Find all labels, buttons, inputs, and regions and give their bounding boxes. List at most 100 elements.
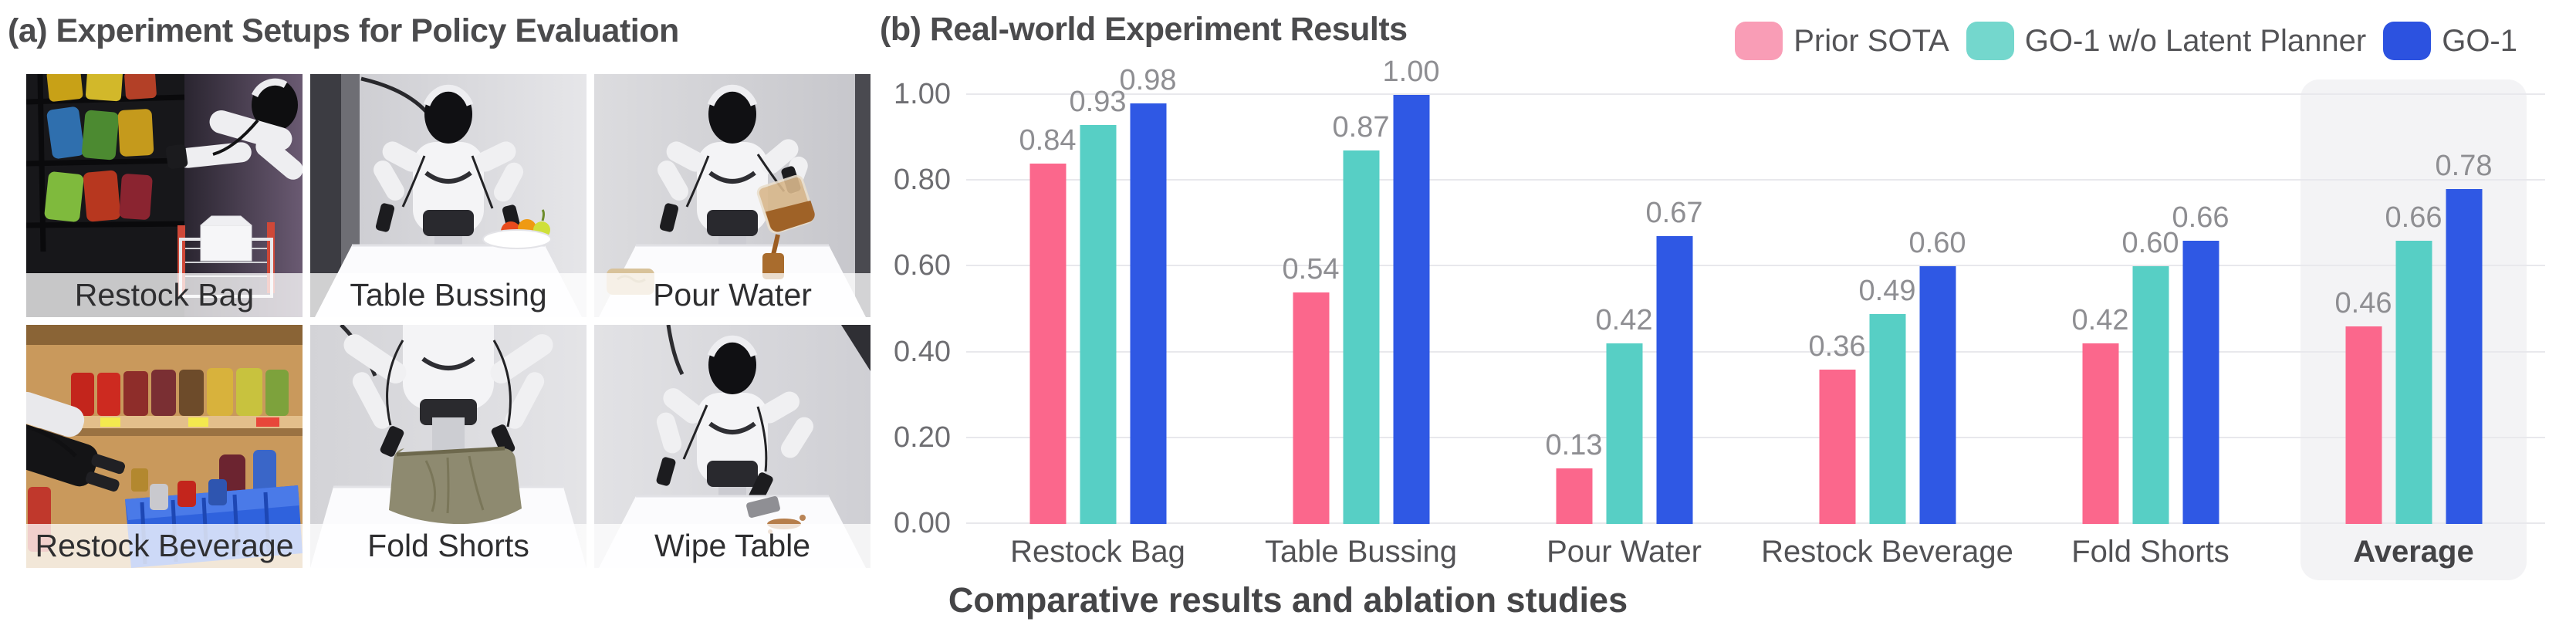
bar-value-label: 0.46 bbox=[2334, 287, 2392, 320]
eraser-block bbox=[746, 496, 780, 518]
photo-label: Pour Water bbox=[653, 277, 812, 313]
robot-gripper bbox=[26, 424, 126, 492]
bar-value-label: 0.60 bbox=[1908, 227, 1966, 260]
bar-group-fold-shorts: 0.42 0.60 0.66 Fold Shorts bbox=[2019, 95, 2282, 569]
photo-label-band: Pour Water bbox=[594, 273, 870, 317]
x-axis-label-fold-shorts: Fold Shorts bbox=[2071, 535, 2229, 569]
bar-prior-sota-fold-shorts bbox=[2082, 343, 2118, 524]
y-axis-tick: 0.80 bbox=[894, 164, 951, 197]
bar-slot: 0.98 bbox=[1120, 64, 1176, 524]
humanoid-robot bbox=[343, 325, 553, 464]
legend-swatch-blue bbox=[2383, 22, 2432, 60]
bar-value-label: 0.42 bbox=[1595, 304, 1653, 337]
bar-slot: 0.49 bbox=[1859, 95, 1915, 524]
photo-wipe-table: Wipe Table bbox=[594, 325, 870, 568]
gridline bbox=[966, 522, 2545, 524]
bar-prior-sota-average bbox=[2345, 326, 2382, 524]
bar-cluster: 0.36 0.49 0.60 bbox=[1809, 95, 1966, 524]
bar-group-pour-water: 0.13 0.42 0.67 Pour Water bbox=[1493, 95, 1756, 569]
panel-b-title: (b) Real-world Experiment Results bbox=[880, 11, 1408, 48]
y-axis-tick: 0.60 bbox=[894, 249, 951, 282]
legend-label: GO-1 bbox=[2442, 23, 2517, 58]
bar-slot: 0.54 bbox=[1283, 95, 1339, 524]
x-axis-label-average: Average bbox=[2353, 535, 2474, 569]
bar-slot: 0.67 bbox=[1646, 95, 1702, 524]
bar-slot: 0.60 bbox=[2122, 95, 2179, 524]
bar-slot: 0.60 bbox=[1909, 95, 1966, 524]
legend-label: Prior SOTA bbox=[1793, 23, 1949, 58]
y-axis: 0.00 0.20 0.40 0.60 0.80 1.00 bbox=[818, 78, 957, 539]
bar-go-1-pour-water bbox=[1656, 236, 1692, 524]
bar-go-1-w-o-latent-planner-average bbox=[2395, 241, 2432, 524]
bar-go-1-fold-shorts bbox=[2182, 241, 2219, 524]
gridline bbox=[966, 265, 2545, 267]
shelf-board bbox=[26, 416, 303, 428]
bar-value-label: 0.93 bbox=[1069, 85, 1127, 118]
tea-jug bbox=[756, 174, 815, 234]
bar-slot: 0.42 bbox=[2072, 95, 2128, 524]
bar-value-label: 0.36 bbox=[1808, 329, 1866, 363]
bar-slot: 0.93 bbox=[1070, 86, 1126, 524]
bar-go-1-restock-bag bbox=[1130, 103, 1166, 524]
figure-caption: Comparative results and ablation studies bbox=[948, 580, 1628, 620]
bar-slot: 0.66 bbox=[2385, 95, 2442, 524]
bar-value-label: 0.84 bbox=[1019, 123, 1077, 157]
legend-item-go1: GO-1 bbox=[2383, 22, 2517, 60]
bar-slot: 0.84 bbox=[1019, 95, 1076, 524]
bar-group-table-bussing: 0.54 0.87 1.00 Table Bussing bbox=[1229, 56, 1493, 569]
bar-value-label: 0.13 bbox=[1545, 428, 1603, 461]
robot-arm bbox=[165, 78, 303, 180]
photo-label: Wipe Table bbox=[654, 528, 811, 563]
bar-go-1-table-bussing bbox=[1393, 95, 1429, 524]
bar-cluster: 0.54 0.87 1.00 bbox=[1283, 56, 1439, 524]
bar-go-1-w-o-latent-planner-fold-shorts bbox=[2132, 266, 2169, 524]
legend-item-prior-sota: Prior SOTA bbox=[1735, 22, 1949, 60]
photo-pour-water: Pour Water bbox=[594, 74, 870, 317]
snack-bags bbox=[44, 74, 157, 222]
bar-slot: 0.42 bbox=[1596, 95, 1652, 524]
bar-go-1-w-o-latent-planner-restock-beverage bbox=[1869, 313, 1905, 524]
price-tags bbox=[100, 417, 208, 427]
bar-slot: 0.66 bbox=[2172, 95, 2229, 524]
bar-value-label: 0.49 bbox=[1858, 274, 1916, 307]
scene-restock-bag-illustration bbox=[26, 74, 303, 317]
bar-go-1-restock-beverage bbox=[1919, 266, 1956, 524]
gridline bbox=[966, 93, 2545, 95]
legend-swatch-teal bbox=[1966, 22, 2014, 60]
y-axis-tick: 0.40 bbox=[894, 335, 951, 368]
photo-label-band: Restock Bag bbox=[26, 273, 303, 317]
photo-label-band: Table Bussing bbox=[310, 273, 587, 317]
bar-value-label: 0.87 bbox=[1332, 111, 1390, 144]
photo-label-band: Restock Beverage bbox=[26, 524, 303, 568]
shorts bbox=[389, 446, 522, 525]
x-axis-label-restock-beverage: Restock Beverage bbox=[1761, 535, 2013, 569]
bar-value-label: 0.60 bbox=[2121, 227, 2179, 260]
bar-cluster: 0.13 0.42 0.67 bbox=[1546, 95, 1702, 524]
bar-value-label: 0.66 bbox=[2385, 201, 2442, 235]
fruit-bowl bbox=[482, 209, 552, 249]
bar-slot: 0.78 bbox=[2436, 95, 2492, 524]
bar-value-label: 0.78 bbox=[2435, 150, 2493, 183]
bar-value-label: 0.54 bbox=[1282, 252, 1340, 286]
bar-cluster: 0.84 0.93 0.98 bbox=[1019, 64, 1176, 524]
bar-prior-sota-pour-water bbox=[1556, 468, 1592, 524]
bar-cluster: 0.46 0.66 0.78 bbox=[2335, 95, 2492, 524]
legend-label: GO-1 w/o Latent Planner bbox=[2024, 23, 2367, 58]
chart-legend: Prior SOTA GO-1 w/o Latent Planner GO-1 bbox=[1735, 22, 2517, 60]
gridline bbox=[966, 179, 2545, 181]
photo-grid: Restock Bag bbox=[26, 74, 870, 568]
photo-label: Restock Bag bbox=[74, 277, 255, 313]
bar-slot: 0.36 bbox=[1809, 95, 1865, 524]
bar-slot: 0.46 bbox=[2335, 95, 2392, 524]
x-axis-label-table-bussing: Table Bussing bbox=[1264, 535, 1458, 569]
photo-restock-beverage: Restock Beverage bbox=[26, 325, 303, 568]
bar-group-restock-beverage: 0.36 0.49 0.60 Restock Beverage bbox=[1756, 95, 2019, 569]
gridline bbox=[966, 436, 2545, 438]
legend-item-go1-wo-latent-planner: GO-1 w/o Latent Planner bbox=[1966, 22, 2366, 60]
bar-cluster: 0.42 0.60 0.66 bbox=[2072, 95, 2229, 524]
photo-label: Table Bussing bbox=[350, 277, 547, 313]
photo-label: Fold Shorts bbox=[367, 528, 529, 563]
bar-prior-sota-table-bussing bbox=[1293, 292, 1329, 524]
y-axis-tick: 0.20 bbox=[894, 421, 951, 454]
